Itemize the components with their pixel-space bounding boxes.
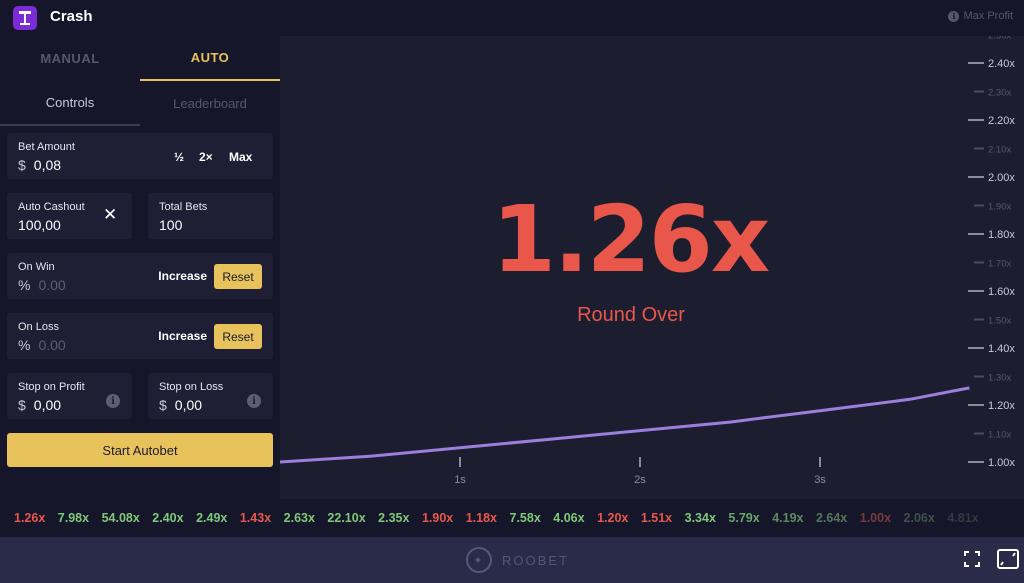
history-multiplier: 2.49x bbox=[196, 511, 228, 525]
stop-on-profit-value[interactable]: $0,00 bbox=[18, 397, 62, 413]
on-loss-reset-button[interactable]: Reset bbox=[214, 324, 262, 349]
footer-bar: ✦ ROOBET bbox=[0, 537, 1024, 583]
app-title: Crash bbox=[50, 8, 93, 25]
history-multiplier: 5.79x bbox=[728, 511, 760, 525]
total-bets-label: Total Bets bbox=[159, 201, 208, 213]
history-multiplier: 4.06x bbox=[553, 511, 585, 525]
history-multiplier: 1.18x bbox=[465, 511, 497, 525]
on-loss-increase-toggle[interactable]: Increase bbox=[158, 329, 207, 343]
stop-on-profit-label: Stop on Profit bbox=[18, 381, 85, 393]
on-win-increase-toggle[interactable]: Increase bbox=[158, 269, 207, 283]
top-bar: Crash i Max Profit bbox=[0, 0, 1024, 36]
y-tick-label: 1.70x bbox=[988, 259, 1011, 270]
history-multiplier: 22.10x bbox=[327, 511, 366, 525]
subtab-leaderboard[interactable]: Leaderboard bbox=[173, 96, 247, 111]
history-multiplier: 2.63x bbox=[283, 511, 315, 525]
history-multiplier: 1.51x bbox=[640, 511, 673, 525]
theatre-mode-icon[interactable] bbox=[997, 549, 1019, 574]
current-multiplier: 1.26x bbox=[491, 186, 770, 293]
bet-controls-panel: MANUAL AUTO Controls Leaderboard Bet Amo… bbox=[0, 36, 280, 499]
on-win-reset-button[interactable]: Reset bbox=[214, 264, 262, 289]
crash-graph: 1.00x 1.10x 1.20x 1.30x 1.40x 1.50x 1.60x 1.70x… bbox=[280, 36, 1024, 499]
history-multiplier: 2.64x bbox=[815, 511, 848, 525]
y-tick-label: 1.90x bbox=[988, 202, 1011, 213]
y-tick-label: 2.50x bbox=[988, 36, 1011, 42]
x-tick-label: 3s bbox=[814, 474, 826, 486]
y-tick-label: 1.00x bbox=[988, 457, 1015, 469]
history-multiplier: 3.34x bbox=[684, 511, 716, 525]
history-multiplier: 1.20x bbox=[597, 511, 629, 525]
info-icon[interactable]: i bbox=[106, 394, 120, 408]
history-multiplier: 1.00x bbox=[859, 511, 892, 525]
stop-on-profit-field[interactable]: Stop on Profit $0,00 i bbox=[7, 373, 132, 419]
history-multiplier: 1.43x bbox=[239, 511, 272, 525]
info-icon[interactable]: i bbox=[247, 394, 261, 408]
x-tick-label: 1s bbox=[454, 474, 466, 486]
on-win-label: On Win bbox=[18, 261, 55, 273]
on-win-field[interactable]: On Win % 0.00 Increase Reset bbox=[7, 253, 273, 299]
max-profit-label: Max Profit bbox=[963, 10, 1013, 22]
max-profit-link[interactable]: i Max Profit bbox=[948, 10, 1013, 22]
roobet-logo-icon: ✦ bbox=[466, 547, 492, 573]
multiplier-history: 1.26x 7.98x 54.08x 2.40x 2.49x 1.43x 2.63x 22.1… bbox=[0, 499, 1024, 537]
round-status: Round Over bbox=[577, 304, 685, 326]
on-win-input[interactable]: % 0.00 bbox=[18, 277, 66, 293]
brand-name: ROOBET bbox=[502, 552, 569, 568]
y-tick-label: 1.80x bbox=[988, 229, 1015, 241]
max-bet-button[interactable]: Max bbox=[229, 150, 253, 164]
y-tick-label: 1.10x bbox=[988, 430, 1011, 441]
history-multiplier: 7.58x bbox=[509, 511, 541, 525]
history-multiplier: 54.08x bbox=[101, 511, 140, 525]
y-tick-label: 1.60x bbox=[988, 286, 1015, 298]
stop-on-loss-field[interactable]: Stop on Loss $0,00 i bbox=[148, 373, 273, 419]
tab-manual[interactable]: MANUAL bbox=[40, 51, 100, 66]
auto-cashout-label: Auto Cashout bbox=[18, 201, 85, 213]
bet-amount-value[interactable]: $0,08 bbox=[18, 157, 62, 173]
clear-cashout-icon[interactable]: ✕ bbox=[103, 205, 118, 224]
x-tick-label: 2s bbox=[634, 474, 646, 486]
on-loss-label: On Loss bbox=[18, 321, 59, 333]
start-autobet-button[interactable]: Start Autobet bbox=[7, 433, 273, 467]
fullscreen-icon[interactable] bbox=[964, 551, 980, 572]
history-multiplier: 2.06x bbox=[903, 511, 935, 525]
history-multiplier: 7.98x bbox=[57, 511, 90, 525]
auto-cashout-value[interactable]: 100,00 bbox=[18, 217, 61, 233]
total-bets-field[interactable]: Total Bets 100 bbox=[148, 193, 273, 239]
history-multiplier: 2.40x bbox=[152, 511, 184, 525]
crash-chart: 1.00x 1.10x 1.20x 1.30x 1.40x 1.50x 1.60x 1.70x… bbox=[280, 36, 1015, 486]
y-tick-label: 2.10x bbox=[988, 145, 1011, 156]
y-tick-label: 2.00x bbox=[988, 172, 1015, 184]
history-multiplier: 4.81x bbox=[947, 511, 979, 525]
on-loss-field[interactable]: On Loss % 0.00 Increase Reset bbox=[7, 313, 273, 359]
y-tick-label: 1.30x bbox=[988, 373, 1011, 384]
half-bet-button[interactable]: ½ bbox=[174, 150, 185, 164]
auto-cashout-field[interactable]: Auto Cashout 100,00 ✕ bbox=[7, 193, 132, 239]
y-tick-label: 1.20x bbox=[988, 400, 1015, 412]
y-tick-label: 2.40x bbox=[988, 58, 1015, 70]
roobet-logo: ✦ ROOBET bbox=[466, 547, 569, 573]
double-bet-button[interactable]: 2× bbox=[199, 150, 213, 164]
info-icon: i bbox=[948, 10, 960, 22]
history-multiplier: 1.26x bbox=[14, 511, 46, 525]
y-tick-label: 2.20x bbox=[988, 115, 1015, 127]
y-tick-label: 2.30x bbox=[988, 88, 1011, 99]
history-multiplier: 4.19x bbox=[772, 511, 804, 525]
stop-on-loss-label: Stop on Loss bbox=[159, 381, 224, 393]
y-tick-label: 1.40x bbox=[988, 343, 1015, 355]
bet-amount-label: Bet Amount bbox=[18, 141, 75, 153]
bet-amount-field[interactable]: Bet Amount $0,08 ½ 2× Max bbox=[7, 133, 273, 179]
history-multiplier: 1.90x bbox=[421, 511, 454, 525]
y-tick-label: 1.50x bbox=[988, 316, 1011, 327]
stop-on-loss-value[interactable]: $0,00 bbox=[159, 397, 203, 413]
history-multiplier: 2.35x bbox=[378, 511, 410, 525]
tab-auto[interactable]: AUTO bbox=[140, 36, 280, 81]
subtab-controls[interactable]: Controls bbox=[0, 81, 140, 126]
total-bets-value[interactable]: 100 bbox=[159, 217, 183, 233]
on-loss-input[interactable]: % 0.00 bbox=[18, 337, 66, 353]
crash-app-icon bbox=[13, 6, 37, 30]
multiplier-curve bbox=[280, 386, 970, 464]
